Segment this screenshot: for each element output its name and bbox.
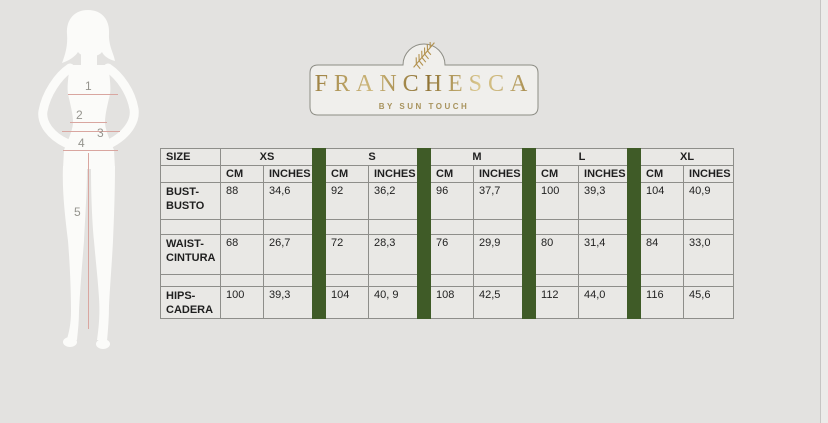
bust-xs-cm: 88 [220, 182, 264, 220]
table-row-units: CM INCHES CM INCHES CM INCHES CM INCHES … [160, 165, 735, 183]
waist-xl-cm: 84 [640, 234, 685, 275]
marker-3: 3 [97, 126, 104, 140]
bust-s-in: 36,2 [368, 182, 419, 220]
page-right-edge [820, 0, 828, 423]
unit-cm: CM [220, 165, 264, 183]
bust-s-cm: 92 [325, 182, 369, 220]
hips-xs-in: 39,3 [263, 286, 314, 319]
waist-xs-in: 26,7 [263, 234, 314, 275]
hips-xl-in: 45,6 [683, 286, 735, 319]
brand-name: FRANCHESCA [308, 71, 540, 97]
hips-l-cm: 112 [535, 286, 580, 319]
bust-l-cm: 100 [535, 182, 580, 220]
green-divider-bar [627, 148, 641, 319]
waist-s-cm: 72 [325, 234, 369, 275]
bust-m-in: 37,7 [472, 182, 525, 220]
bust-xl-in: 40,9 [683, 182, 735, 220]
measurement-figure [18, 6, 163, 356]
green-divider-bar [522, 148, 536, 319]
high-hip-measure-line [62, 131, 120, 132]
waist-measure-line [70, 122, 107, 123]
green-divider-bar [417, 148, 431, 319]
size-header-s: S [325, 148, 419, 166]
waist-xl-in: 33,0 [683, 234, 735, 275]
unit-cm: CM [535, 165, 580, 183]
inseam-measure-line [88, 153, 89, 329]
marker-1: 1 [85, 79, 92, 93]
hips-m-in: 42,5 [472, 286, 525, 319]
spacer-row [160, 219, 735, 235]
waist-l-in: 31,4 [578, 234, 630, 275]
table-row-hips: HIPS- CADERA 100 39,3 104 40, 9 108 42,5 … [160, 286, 735, 319]
corner-size-cell: SIZE [160, 148, 221, 166]
bust-measure-line [68, 94, 118, 95]
hip-measure-line [63, 150, 118, 151]
hips-xs-cm: 100 [220, 286, 264, 319]
fern-leaf-icon [413, 41, 435, 70]
unit-cm: CM [640, 165, 685, 183]
green-divider-bar [312, 148, 326, 319]
unit-inches: INCHES [368, 165, 419, 183]
row-label-hips: HIPS- CADERA [160, 286, 221, 319]
size-chart-table: SIZE XS S M L XL CM INCHES CM INCHES [160, 148, 735, 319]
unit-inches: INCHES [472, 165, 525, 183]
waist-xs-cm: 68 [220, 234, 264, 275]
unit-inches: INCHES [683, 165, 735, 183]
table-row-waist: WAIST- CINTURA 68 26,7 72 28,3 76 29,9 80… [160, 234, 735, 275]
hips-s-in: 40, 9 [368, 286, 419, 319]
brand-logo: FRANCHESCA BY SUN TOUCH [308, 40, 540, 126]
size-header-xs: XS [220, 148, 314, 166]
unit-inches: INCHES [578, 165, 630, 183]
spacer-row [160, 274, 735, 287]
waist-s-in: 28,3 [368, 234, 419, 275]
hips-m-cm: 108 [430, 286, 474, 319]
size-header-l: L [535, 148, 630, 166]
row-label-waist: WAIST- CINTURA [160, 234, 221, 275]
marker-2: 2 [76, 108, 83, 122]
marker-5: 5 [74, 205, 81, 219]
size-chart: SIZE XS S M L XL CM INCHES CM INCHES [160, 148, 735, 319]
bust-l-in: 39,3 [578, 182, 630, 220]
bust-xl-cm: 104 [640, 182, 685, 220]
table-row-bust: BUST- BUSTO 88 34,6 92 36,2 96 37,7 100 3… [160, 182, 735, 220]
waist-l-cm: 80 [535, 234, 580, 275]
table-row-sizes: SIZE XS S M L XL [160, 148, 735, 166]
logo-frame [309, 41, 539, 116]
hips-s-cm: 104 [325, 286, 369, 319]
brand-tagline: BY SUN TOUCH [378, 102, 470, 111]
bust-m-cm: 96 [430, 182, 474, 220]
size-header-xl: XL [640, 148, 735, 166]
marker-4: 4 [78, 136, 85, 150]
row-label-bust: BUST- BUSTO [160, 182, 221, 220]
unit-inches: INCHES [263, 165, 314, 183]
size-header-m: M [429, 148, 525, 166]
hips-xl-cm: 116 [640, 286, 685, 319]
waist-m-cm: 76 [430, 234, 474, 275]
waist-m-in: 29,9 [472, 234, 525, 275]
unit-cm: CM [325, 165, 369, 183]
bust-xs-in: 34,6 [263, 182, 314, 220]
hips-l-in: 44,0 [578, 286, 630, 319]
unit-cm: CM [430, 165, 474, 183]
female-silhouette-illustration [38, 10, 139, 349]
